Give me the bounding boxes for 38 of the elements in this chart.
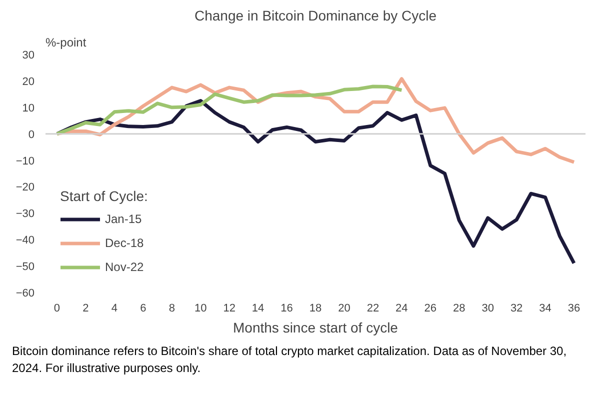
y-tick-label: −40 [16, 234, 35, 247]
text: Bitcoin dominance refers to Bitcoin's share of total crypto market capitalization. Data as of November 30, 2024. For illustrative purposes only. [12, 343, 568, 378]
x-tick-label: 18 [309, 302, 322, 314]
y-tick-label: 30 [22, 50, 35, 62]
x-tick-label: 8 [168, 302, 175, 314]
legend-label: Jan-15 [105, 212, 142, 226]
x-tick-label: 4 [111, 302, 118, 314]
x-tick-label: 14 [252, 302, 264, 314]
x-tick-label: 34 [539, 302, 552, 314]
y-tick-label: 10 [22, 102, 35, 114]
legend-title: Start of Cycle: [60, 188, 148, 204]
x-tick-label: 6 [140, 302, 146, 314]
x-axis-title: Months since start of cycle [233, 320, 398, 336]
legend-label: Nov-22 [105, 260, 144, 274]
x-tick-label: 20 [338, 302, 350, 314]
y-tick-label: 20 [22, 76, 35, 88]
y-tick-label: 0 [28, 128, 35, 141]
x-tick-label: 22 [366, 302, 380, 314]
chart-title: Change in Bitcoin Dominance by Cycle [194, 8, 437, 24]
line-series [55, 84, 404, 136]
x-tick-label: 28 [453, 302, 466, 314]
x-tick-label: 36 [568, 302, 580, 314]
y-tick-label: −10 [16, 155, 35, 168]
y-axis-title: %-point [46, 36, 87, 50]
x-tick-label: 12 [223, 302, 236, 314]
x-tick-label: 16 [280, 302, 293, 314]
x-tick-label: 24 [396, 302, 408, 314]
y-tick-label: −60 [16, 288, 35, 300]
y-tick-label: −20 [16, 182, 35, 194]
y-tick-label: −30 [16, 208, 35, 220]
x-tick-label: 0 [54, 302, 60, 314]
y-tick-label: −50 [16, 261, 35, 274]
legend-label: Dec-18 [105, 236, 144, 250]
x-tick-label: 26 [424, 302, 437, 314]
x-tick-label: 30 [482, 302, 494, 314]
x-tick-label: 10 [194, 302, 207, 314]
x-tick-label: 2 [82, 302, 89, 314]
x-tick-label: 32 [510, 302, 523, 314]
